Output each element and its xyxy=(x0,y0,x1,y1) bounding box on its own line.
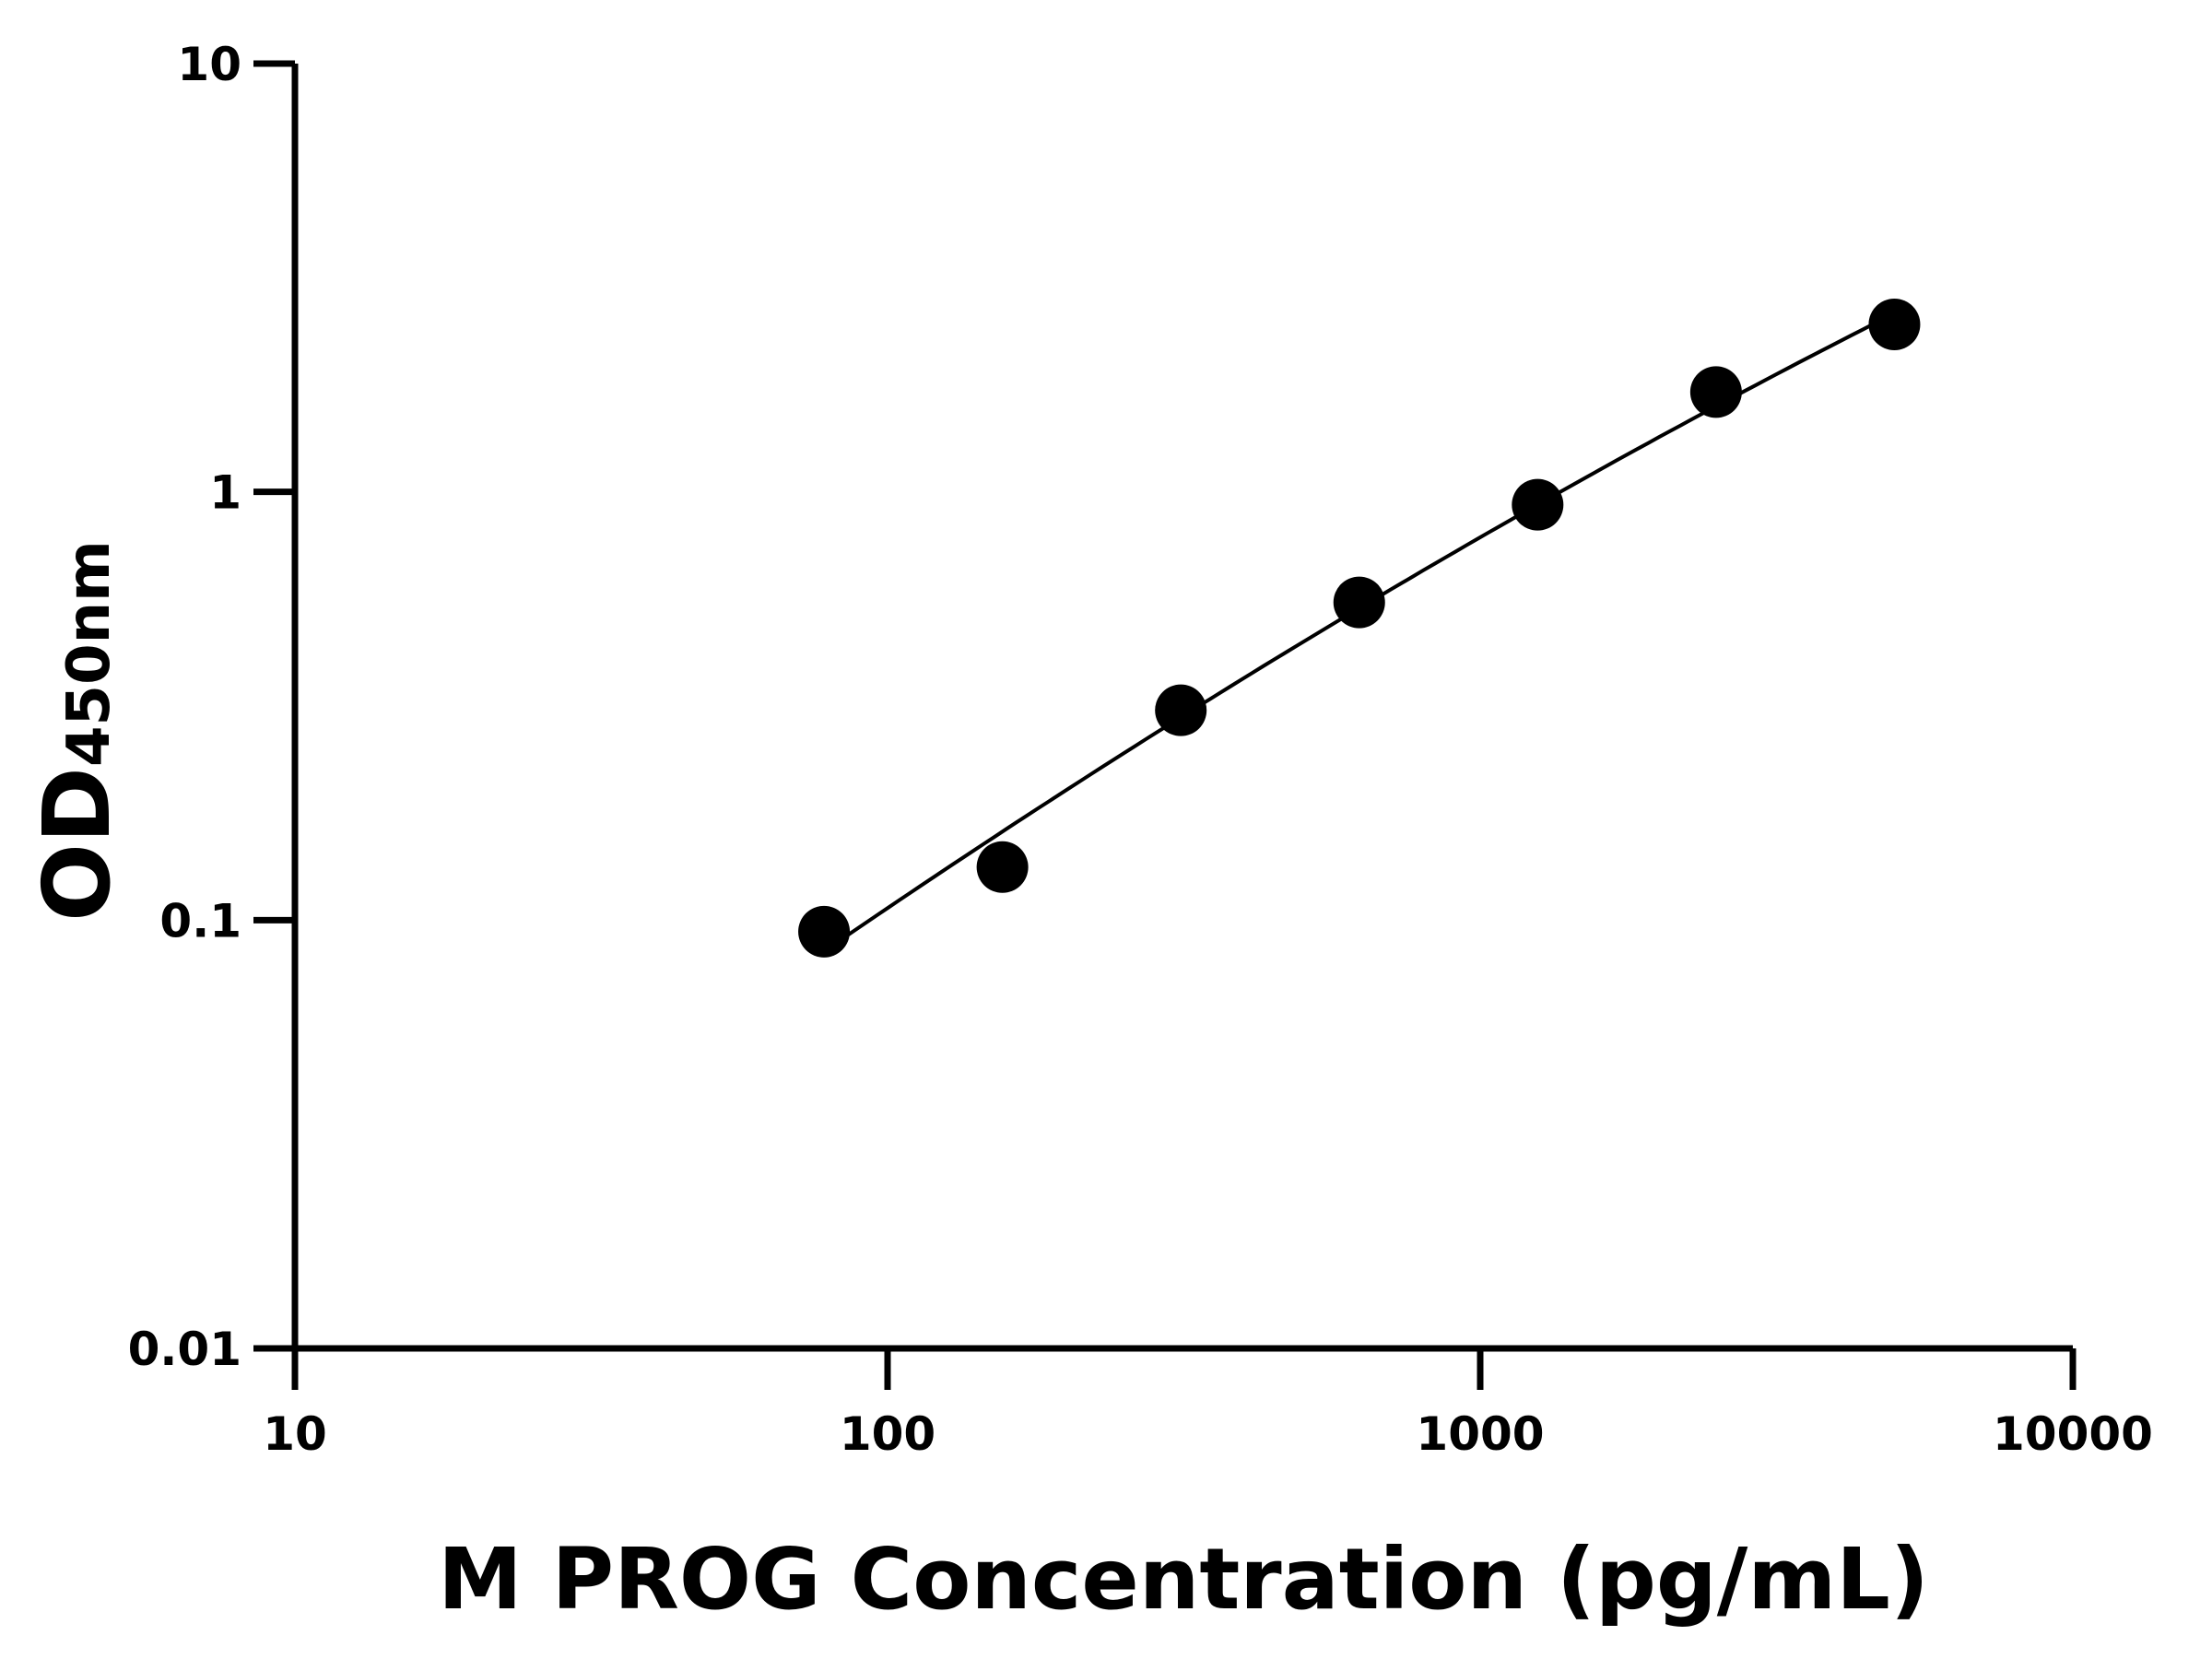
data-points xyxy=(798,299,1921,958)
data-point xyxy=(798,905,851,958)
y-tick-label: 0.01 xyxy=(128,1323,241,1376)
x-tick-label: 10 xyxy=(263,1407,327,1461)
x-tick-label: 10000 xyxy=(1993,1407,2153,1461)
y-tick-label: 1 xyxy=(209,466,241,520)
y-axis-label: OD450nm xyxy=(23,540,131,922)
x-axis-label: M PROG Concentration (pg/mL) xyxy=(438,1530,1929,1629)
ticks: 10 100 1000 10000 0.01 0.1 1 10 xyxy=(128,38,2153,1461)
data-point xyxy=(1155,684,1207,736)
y-axis-label-main: OD xyxy=(23,767,131,922)
x-tick-label: 100 xyxy=(840,1407,935,1461)
data-point xyxy=(1868,299,1921,351)
y-tick-label: 10 xyxy=(177,38,241,91)
data-point xyxy=(1333,576,1385,629)
data-point xyxy=(1689,366,1742,418)
y-tick-label: 0.1 xyxy=(159,894,241,947)
axes xyxy=(291,64,2073,1352)
data-point xyxy=(1512,478,1564,531)
x-tick-label: 1000 xyxy=(1416,1407,1544,1461)
y-axis-label-sub: 450nm xyxy=(55,540,124,767)
data-point xyxy=(976,841,1029,893)
